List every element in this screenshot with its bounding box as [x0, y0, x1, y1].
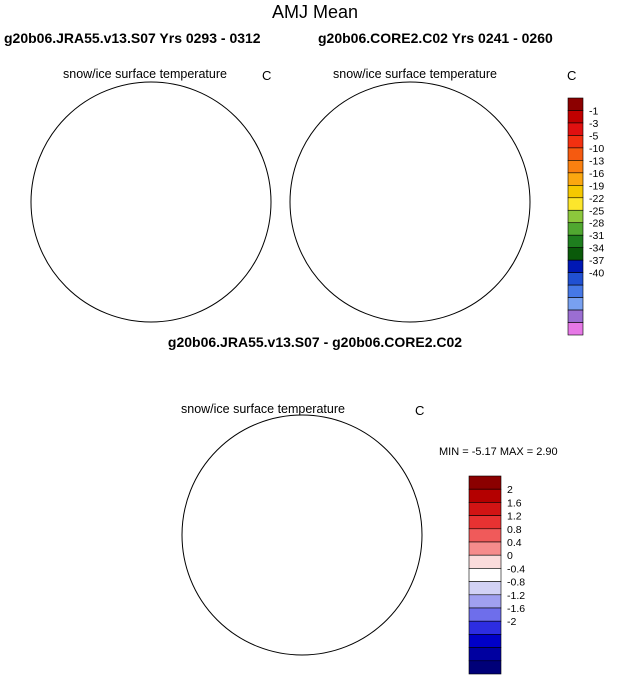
difference-min-max: MIN = -5.17 MAX = 2.90 — [439, 446, 558, 458]
colorbar-difference-label: 1.2 — [507, 511, 522, 523]
colorbar-main-label: -25 — [589, 205, 604, 217]
colorbar-difference-swatch — [468, 660, 502, 675]
colorbar-main-swatch — [567, 284, 584, 298]
colorbar-main-swatch — [567, 135, 584, 149]
colorbar-main-label: -28 — [589, 218, 604, 230]
panel-left-run-label: g20b06.JRA55.v13.S07 Yrs 0293 - 0312 — [4, 30, 261, 46]
colorbar-difference-swatch — [468, 475, 502, 490]
figure-title: AMJ Mean — [271, 2, 359, 22]
colorbar-main-label: -22 — [589, 193, 604, 205]
panel-right-variable: snow/ice surface temperature — [333, 67, 497, 81]
colorbar-difference-label: 0.8 — [507, 524, 522, 536]
colorbar-main-label: -10 — [589, 143, 604, 155]
difference-variable: snow/ice surface temperature — [181, 402, 345, 416]
colorbar-main-swatch — [567, 197, 584, 211]
colorbar-main-swatch — [567, 259, 584, 273]
colorbar-difference-swatch — [468, 541, 502, 556]
colorbar-main-label: -16 — [589, 168, 604, 180]
colorbar-main-swatch — [567, 272, 584, 286]
colorbar-main-swatch — [567, 247, 584, 261]
panel-left-variable: snow/ice surface temperature — [63, 67, 227, 81]
colorbar-difference-label: -0.4 — [507, 563, 525, 575]
colorbar-main-swatch — [567, 234, 584, 248]
colorbar-main-swatch — [567, 172, 584, 186]
colorbar-difference-swatch — [468, 634, 502, 648]
colorbar-main-label: -19 — [589, 180, 604, 192]
colorbar-difference-swatch — [468, 568, 502, 582]
colorbar-difference-swatch — [468, 488, 502, 503]
colorbar-difference-label: -0.8 — [507, 577, 525, 589]
colorbar-main-label: -34 — [589, 243, 604, 255]
colorbar-main-label: -3 — [589, 118, 598, 130]
colorbar-difference-swatch — [468, 502, 502, 516]
colorbar-main-swatch — [567, 222, 584, 236]
colorbar-main-swatch — [567, 322, 584, 336]
colorbar-difference: 21.6 1.20.80.40-0.4 -0.8-1.2-1.6-2 — [468, 475, 525, 675]
colorbar-difference-swatch — [468, 554, 502, 569]
colorbar-main-swatch — [567, 160, 584, 174]
colorbar-difference-swatch — [468, 647, 502, 662]
colorbar-difference-label: 1.6 — [507, 497, 522, 509]
colorbar-main-swatch — [567, 122, 584, 136]
colorbar-main-swatch — [567, 297, 584, 311]
colorbar-difference-label: 0 — [507, 550, 513, 562]
colorbar-main-label: -31 — [589, 230, 604, 242]
colorbar-main-swatch — [567, 309, 584, 323]
colorbar-main-label: -1 — [589, 105, 598, 117]
panel-left-units: C — [262, 68, 272, 83]
colorbar-main-label: -40 — [589, 268, 604, 280]
colorbar-difference-label: -1.2 — [507, 590, 525, 602]
colorbar-difference-swatch — [468, 515, 502, 530]
panel-right-units: C — [567, 68, 577, 83]
colorbar-main-swatch — [567, 147, 584, 161]
colorbar-difference-label: -2 — [507, 616, 516, 628]
colorbar-main-swatch — [567, 185, 584, 199]
map-left — [30, 81, 272, 323]
colorbar-main: -1-3-5-10-13-16-19-22-25-28-31-34-37-40 — [567, 97, 604, 336]
colorbar-difference-swatch — [468, 581, 502, 596]
colorbar-main-label: -37 — [589, 255, 604, 267]
colorbar-main-label: -5 — [589, 130, 598, 142]
map-right — [289, 81, 531, 323]
colorbar-difference-swatch — [468, 620, 502, 635]
difference-run-label: g20b06.JRA55.v13.S07 - g20b06.CORE2.C02 — [167, 334, 463, 350]
difference-units: C — [415, 403, 425, 418]
colorbar-difference-label: 0.4 — [507, 537, 522, 549]
colorbar-difference-swatch — [468, 607, 502, 622]
colorbar-main-swatch — [567, 110, 584, 124]
map-difference — [181, 414, 423, 656]
colorbar-difference-swatch — [468, 594, 502, 609]
colorbar-difference-label: 2 — [507, 484, 513, 496]
colorbar-main-swatch — [567, 97, 584, 111]
colorbar-difference-label: -1.6 — [507, 603, 525, 615]
panel-right-run-label: g20b06.CORE2.C02 Yrs 0241 - 0260 — [318, 30, 553, 46]
colorbar-difference-swatch — [468, 528, 502, 543]
colorbar-main-swatch — [567, 209, 584, 224]
colorbar-main-label: -13 — [589, 155, 604, 167]
